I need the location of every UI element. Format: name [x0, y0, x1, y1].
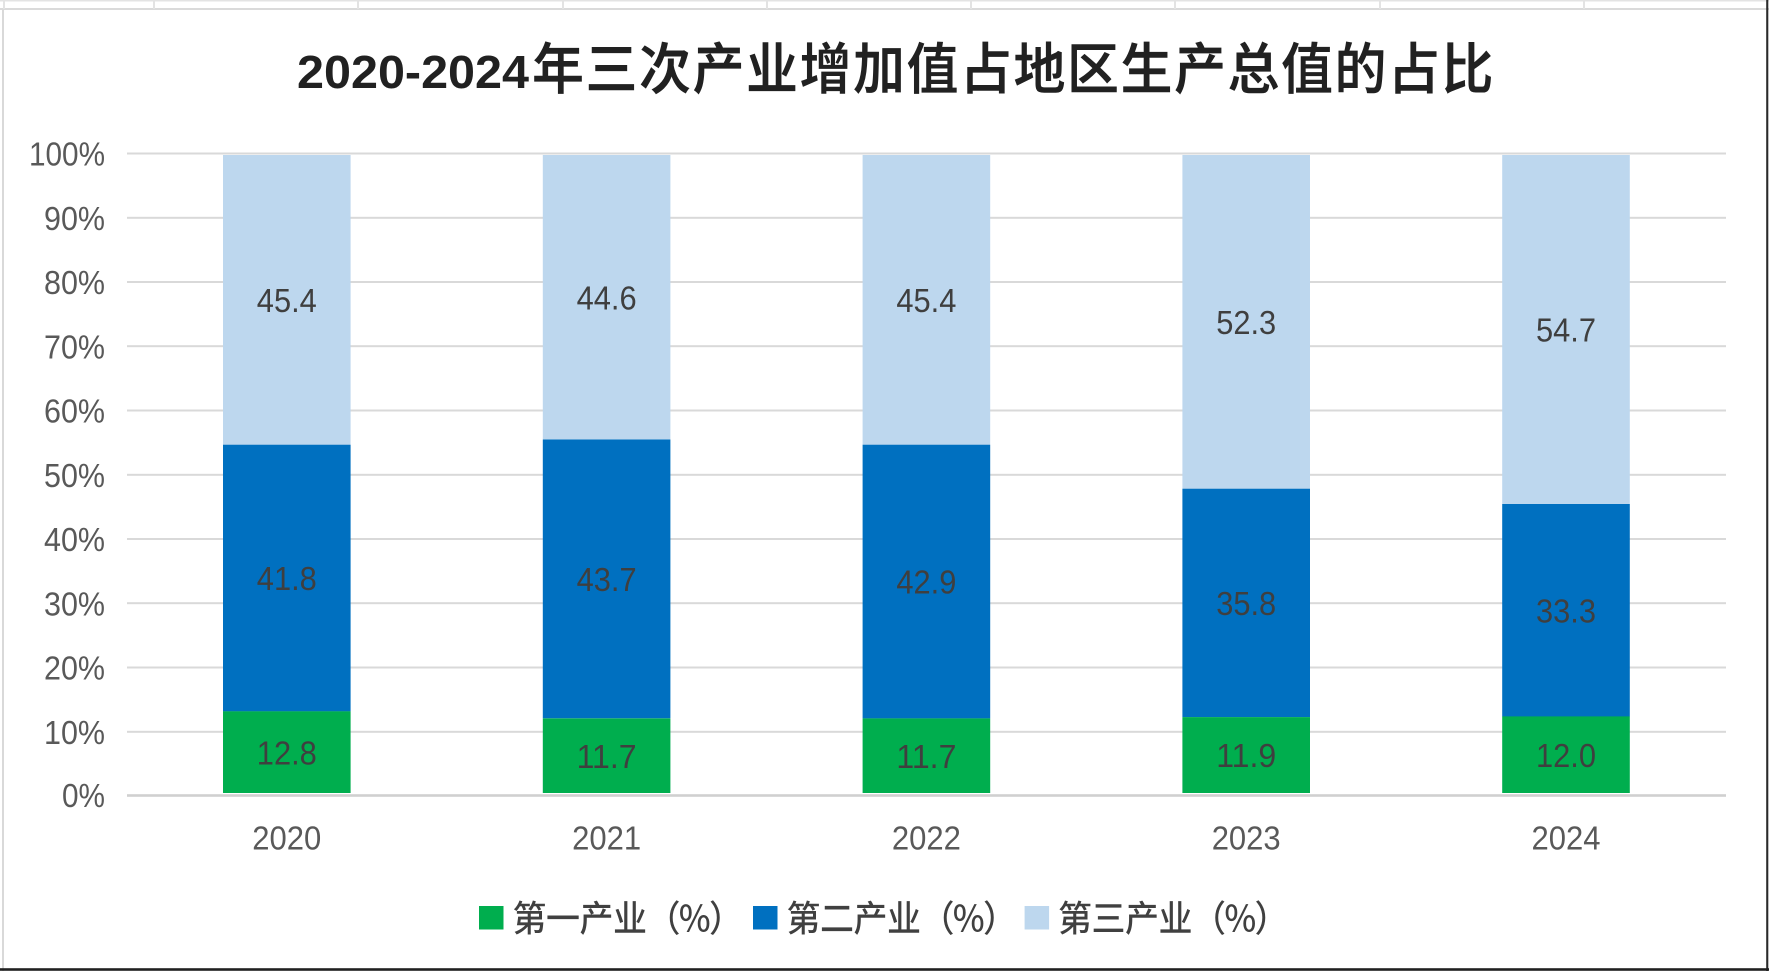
svg-text:35.8: 35.8: [1216, 585, 1276, 622]
svg-text:70%: 70%: [44, 328, 105, 365]
svg-text:80%: 80%: [44, 264, 105, 301]
svg-text:2020: 2020: [252, 821, 321, 858]
svg-text:20%: 20%: [44, 650, 105, 687]
svg-text:2023: 2023: [1212, 821, 1281, 858]
svg-text:12.8: 12.8: [257, 734, 317, 771]
svg-text:10%: 10%: [44, 714, 105, 751]
svg-text:11.9: 11.9: [1216, 737, 1276, 774]
svg-text:45.4: 45.4: [896, 282, 956, 319]
svg-text:41.8: 41.8: [257, 560, 317, 597]
svg-text:100%: 100%: [29, 136, 105, 173]
svg-text:50%: 50%: [44, 457, 105, 494]
svg-text:90%: 90%: [44, 200, 105, 237]
svg-text:2021: 2021: [572, 821, 641, 858]
svg-text:43.7: 43.7: [577, 561, 637, 598]
svg-text:33.3: 33.3: [1536, 592, 1596, 629]
svg-text:0%: 0%: [62, 777, 105, 814]
svg-text:11.7: 11.7: [896, 738, 956, 775]
svg-text:12.0: 12.0: [1536, 737, 1596, 774]
svg-text:30%: 30%: [44, 586, 105, 623]
svg-text:45.4: 45.4: [257, 282, 317, 319]
svg-text:44.6: 44.6: [577, 280, 637, 317]
svg-text:2024: 2024: [1532, 821, 1601, 858]
svg-text:2022: 2022: [892, 821, 961, 858]
svg-text:60%: 60%: [44, 393, 105, 430]
svg-text:2020-2024: 2020-2024: [297, 46, 529, 98]
svg-text:11.7: 11.7: [577, 738, 637, 775]
svg-text:54.7: 54.7: [1536, 312, 1596, 349]
svg-text:52.3: 52.3: [1216, 304, 1276, 341]
svg-text:42.9: 42.9: [896, 564, 956, 601]
svg-text:40%: 40%: [44, 521, 105, 558]
